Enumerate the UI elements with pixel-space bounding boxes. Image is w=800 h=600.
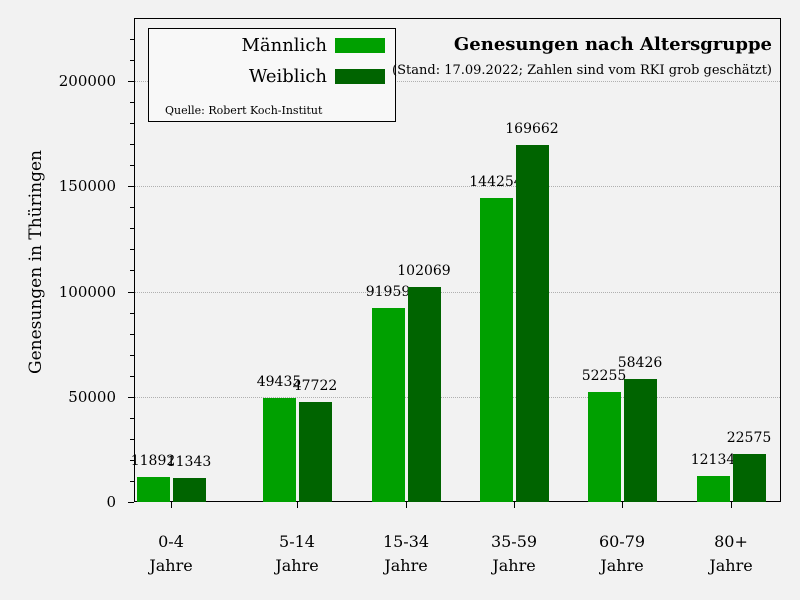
bar-female: [172, 478, 206, 502]
x-tick-label: 35-59 Jahre: [491, 530, 537, 578]
y-tick-label: 150000: [58, 177, 116, 196]
chart-title: Genesungen nach Altersgruppe: [453, 34, 772, 55]
gridline: [135, 291, 780, 293]
value-label: 102069: [397, 263, 451, 280]
x-tick: [731, 502, 732, 508]
y-tick: [128, 291, 134, 293]
value-label: 22575: [726, 430, 772, 447]
y-tick: [128, 81, 134, 82]
x-tick: [297, 502, 298, 508]
bar-male: [587, 392, 621, 502]
y-tick: [128, 186, 134, 188]
bar-female: [623, 379, 657, 502]
x-tick-label-line: Jahre: [709, 556, 753, 575]
y-tick-label: 100000: [58, 282, 116, 301]
plot-area: [134, 18, 781, 502]
y-minor-tick: [130, 228, 134, 230]
y-minor-tick: [130, 59, 134, 61]
y-minor-tick: [130, 375, 134, 377]
gridline: [135, 396, 780, 398]
value-label: 169662: [505, 120, 559, 137]
x-tick-label-line: 5-14: [279, 532, 315, 551]
y-minor-tick: [130, 123, 134, 125]
y-tick-label: 0: [106, 493, 116, 511]
value-label: 52255: [581, 368, 627, 384]
x-tick-label-line: 80+: [714, 532, 748, 551]
legend-label-female: Weiblich: [248, 66, 327, 87]
gridline: [135, 81, 780, 82]
value-label: 11343: [166, 454, 212, 471]
x-tick-label-line: 0-4: [158, 532, 184, 551]
value-label: 49435: [256, 373, 302, 390]
legend-swatch-female: [335, 69, 385, 84]
x-tick: [514, 502, 515, 508]
x-tick-label-line: Jahre: [384, 556, 428, 575]
y-tick: [128, 502, 134, 503]
y-axis-title: Genesungen in Thüringen: [26, 150, 46, 374]
bar-male: [371, 308, 405, 502]
y-tick-label: 200000: [58, 72, 116, 90]
value-label: 144254: [469, 174, 523, 191]
legend-item-female: Weiblich: [249, 66, 385, 87]
y-minor-tick: [130, 207, 134, 209]
bar-male: [479, 198, 513, 502]
x-tick-label: 0-4 Jahre: [149, 530, 192, 578]
x-tick: [171, 502, 172, 508]
legend: Männlich Weiblich Quelle: Robert Koch-In…: [148, 28, 396, 122]
y-minor-tick: [130, 480, 134, 482]
bar-female: [407, 287, 441, 502]
value-label: 91959: [365, 284, 411, 301]
x-tick-label-line: Jahre: [149, 556, 193, 575]
bar-female: [298, 401, 332, 502]
x-tick-label-line: Jahre: [600, 556, 644, 575]
value-label: 58426: [617, 355, 663, 371]
bar-male: [696, 476, 730, 502]
y-minor-tick: [130, 459, 134, 461]
y-minor-tick: [130, 102, 134, 104]
y-minor-tick: [130, 333, 134, 335]
legend-label-male: Männlich: [241, 35, 327, 56]
x-tick-label-line: Jahre: [492, 556, 536, 575]
x-tick-label-line: Jahre: [275, 556, 319, 575]
y-minor-tick: [130, 249, 134, 251]
y-minor-tick: [130, 354, 134, 356]
bar-male: [136, 476, 170, 502]
x-tick-label-line: 35-59: [490, 532, 538, 551]
y-minor-tick: [130, 270, 134, 272]
x-tick: [406, 502, 407, 508]
y-tick: [128, 396, 134, 398]
legend-item-male: Männlich: [241, 35, 385, 56]
value-label: 11892: [130, 452, 176, 469]
y-minor-tick: [130, 417, 134, 419]
chart-subtitle: (Stand: 17.09.2022; Zahlen sind vom RKI …: [392, 63, 772, 78]
x-tick-label: 80+ Jahre: [709, 530, 752, 578]
value-label: 47722: [292, 377, 338, 394]
gridline: [135, 186, 780, 188]
bar-female: [515, 144, 549, 502]
bar-female: [732, 454, 766, 502]
y-minor-tick: [130, 38, 134, 40]
y-tick-label: 50000: [68, 387, 116, 406]
source-note: Quelle: Robert Koch-Institut: [165, 104, 323, 117]
y-minor-tick: [130, 438, 134, 440]
x-tick-label: 5-14 Jahre: [275, 530, 318, 578]
value-label: 12134: [690, 452, 736, 469]
x-tick-label: 60-79 Jahre: [599, 530, 645, 578]
y-minor-tick: [130, 165, 134, 167]
bar-male: [262, 397, 296, 502]
x-tick-label: 15-34 Jahre: [383, 530, 429, 578]
legend-swatch-male: [335, 38, 385, 53]
x-tick-label-line: 15-34: [382, 532, 430, 551]
x-tick-label-line: 60-79: [598, 532, 646, 551]
y-minor-tick: [130, 312, 134, 314]
y-minor-tick: [130, 144, 134, 146]
x-tick: [622, 502, 623, 508]
